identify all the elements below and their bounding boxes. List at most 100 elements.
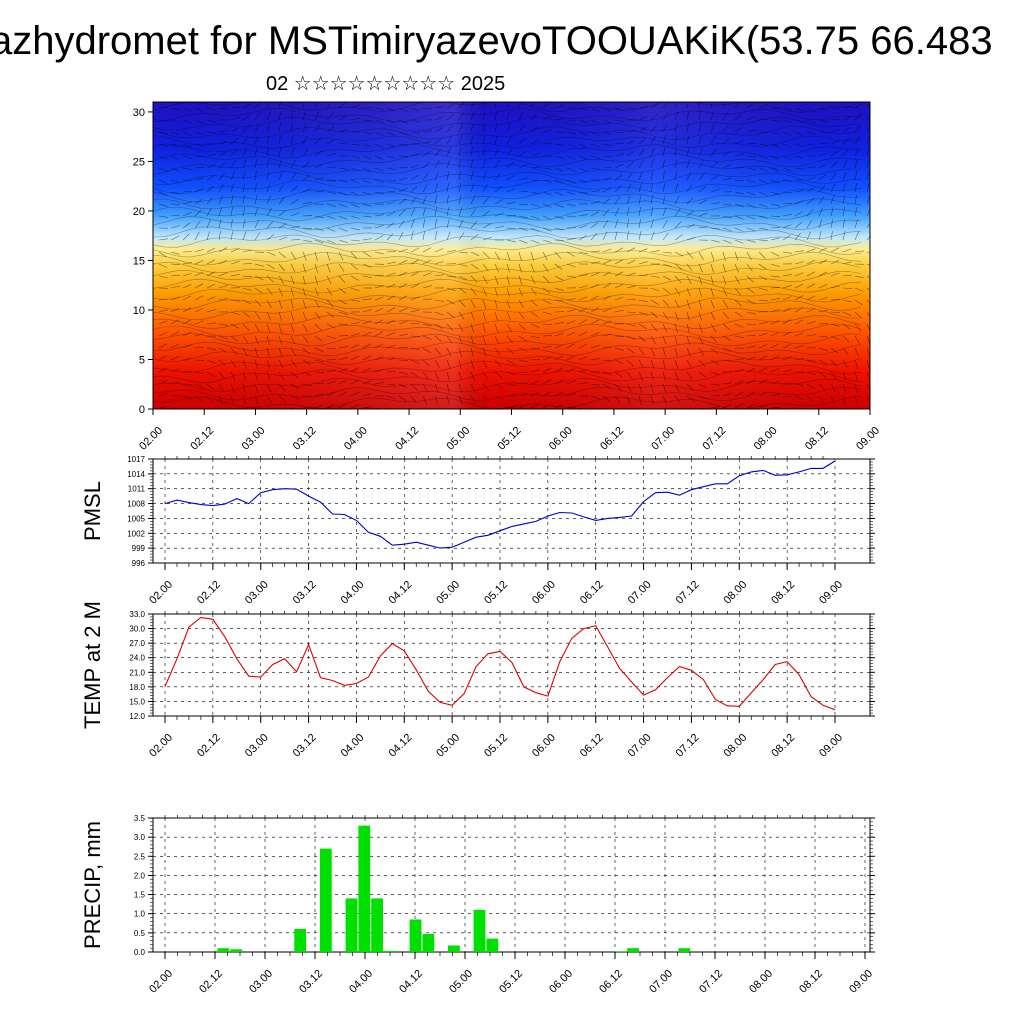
wind-barb [650,311,658,319]
wind-barb [410,185,418,193]
wind-barb [830,359,838,367]
wind-barb [794,143,804,148]
wind-barb [602,248,612,253]
wind-barb [674,275,682,283]
wind-barb [290,198,299,205]
wind-barb [602,177,612,181]
wind-barb [470,251,480,257]
wind-barb [686,111,689,121]
wind-barb [326,403,336,409]
wind-barb [674,395,681,404]
wind-barb [758,251,766,259]
wind-barb [446,347,452,357]
wind-barb [470,221,478,229]
wind-barb [374,224,384,229]
wind-barb [722,347,732,352]
wind-barb [206,271,216,277]
wind-barb [374,119,384,123]
wind-barb [410,283,420,289]
wind-barb [386,395,396,399]
wind-barb [218,172,226,181]
wind-barb [398,119,408,124]
wind-barb [158,298,168,301]
wind-barb [782,191,793,194]
wind-barb [194,333,204,337]
wind-barb [446,103,456,109]
wind-barb [758,215,768,219]
wind-barb [806,259,816,265]
wind-barb [290,347,296,356]
wind-barb [290,263,296,273]
x-tick-label: 04.12 [386,732,414,760]
wind-barb [542,275,550,283]
wind-barb [194,260,204,265]
wind-barb [314,190,325,193]
precip-bar [384,950,396,952]
wind-barb [782,331,792,337]
wind-barb [398,220,405,229]
x-tick-label: 07.12 [701,425,729,453]
wind-barb [158,393,168,397]
wind-barb [158,343,168,349]
wind-barb [686,287,691,297]
wind-barb [230,260,240,265]
wind-barb [350,379,360,385]
wind-barb [794,119,804,124]
wind-barb [482,383,490,391]
wind-barb [506,201,516,205]
wind-barb [434,323,443,329]
wind-barb [206,175,215,181]
wind-barb [434,231,438,241]
wind-barb [566,309,576,313]
y-tick-label: 999 [132,544,146,553]
wind-barb [158,203,168,207]
wind-barb [638,127,647,133]
wind-barb [338,102,347,109]
wind-barb [218,298,228,301]
wind-barb [434,359,440,368]
wind-barb [350,215,360,220]
wind-barb [818,347,828,351]
wind-barb [614,395,621,404]
wind-barb [506,406,516,409]
wind-barb [302,102,305,109]
x-tick-label: 06.12 [578,732,606,760]
x-tick-label: 08.12 [769,579,797,607]
wind-barb [674,299,680,309]
wind-barb [578,274,588,277]
contour-line [153,170,862,186]
wind-barb [722,215,732,219]
wind-barb [362,331,372,337]
wind-barb [242,159,247,169]
wind-barb [218,195,223,205]
wind-barb [494,287,498,297]
wind-barb [626,207,630,217]
wind-barb [374,131,384,136]
wind-barb [410,296,420,301]
wind-barb [446,231,451,241]
wind-barb [350,155,360,159]
wind-barb [638,195,642,205]
wind-barb [602,107,612,112]
wind-barb [770,367,780,373]
wind-barb [374,356,384,361]
wind-barb [818,383,826,391]
wind-barb [434,195,438,205]
wind-barb [206,196,213,205]
contour-line [153,188,862,204]
wind-barb [506,123,511,133]
wind-barb [806,231,811,241]
wind-barb [458,207,463,217]
wind-barb [830,118,841,121]
wind-barb [170,307,180,313]
wind-barb [374,296,384,301]
wind-barb [458,135,463,145]
wind-barb [170,274,181,277]
wind-barb [206,185,214,193]
wind-barb [710,323,717,332]
wind-barb [554,263,563,270]
wind-barb [662,183,666,193]
wind-barb [158,309,168,313]
wind-barb [854,347,859,357]
wind-barb [206,131,216,134]
